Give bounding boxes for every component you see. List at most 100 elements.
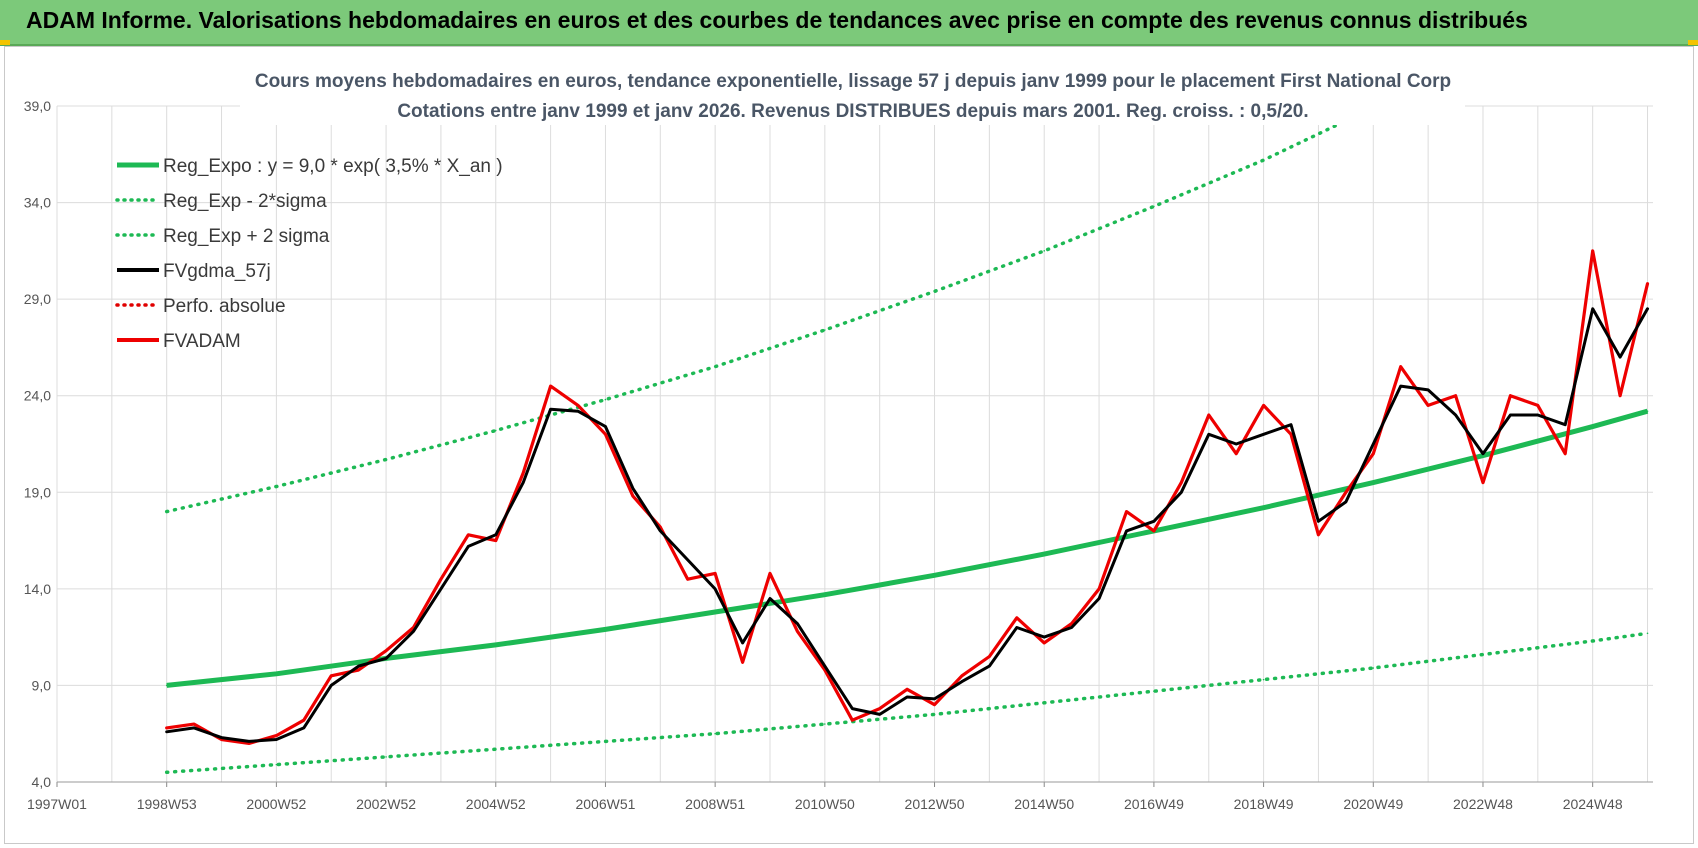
series-point-reg-exp-2-sigma (1372, 667, 1375, 669)
series-point-fvadam (988, 655, 991, 658)
series-point-fvadam (796, 630, 799, 633)
series-point-fvgdma-57j (1345, 501, 1347, 503)
series-point-reg-expo-y-9-0-exp-3-5-x-an (1646, 410, 1649, 412)
x-tick-label: 2018W49 (1234, 796, 1294, 812)
series-point-reg-exp-2-sigma (824, 723, 826, 725)
series-point-fvadam (248, 742, 250, 745)
series-point-fvadam (1207, 414, 1210, 416)
series-point-fvgdma-57j (467, 545, 470, 548)
series-point-fvgdma-57j (1399, 385, 1402, 387)
series-point-reg-exp-2-sigma (494, 429, 497, 432)
y-tick-label: 29,0 (24, 291, 51, 307)
header-banner: ADAM Informe. Valorisations hebdomadaire… (0, 0, 1698, 46)
series-point-fvgdma-57j (769, 597, 771, 600)
series-point-reg-exp-2-sigma (165, 510, 168, 513)
x-axis: 1997W01 1998W53 2000W52 2002W52 2004W52 2006W… (27, 781, 1653, 812)
series-point-reg-exp-2-sigma (275, 763, 278, 766)
series-point-fvadam (632, 495, 634, 497)
series-point-fvgdma-57j (988, 665, 991, 667)
series-point-reg-exp-2-sigma (604, 740, 607, 743)
series-point-fvadam (1043, 642, 1046, 644)
series-point-reg-expo-y-9-0-exp-3-5-x-an (494, 644, 497, 646)
series-point-fvadam (494, 539, 497, 542)
series-point-reg-expo-y-9-0-exp-3-5-x-an (1591, 425, 1594, 428)
series-point-reg-exp-2-sigma (933, 713, 936, 716)
series-point-fvadam (769, 572, 771, 575)
series-line-fvgdma-57j (165, 307, 1649, 743)
series-point-fvadam (659, 526, 662, 528)
series-point-fvadam (303, 719, 305, 721)
y-tick-label: 4,0 (32, 774, 52, 790)
x-tick-label: 2022W48 (1453, 796, 1513, 812)
series-point-fvgdma-57j (1235, 443, 1237, 445)
series-point-fvgdma-57j (1043, 636, 1046, 638)
x-tick-label: 2000W52 (246, 796, 306, 812)
x-tick-label: 1997W01 (27, 796, 87, 812)
series-point-reg-exp-2-sigma (1153, 205, 1155, 208)
series-point-fvgdma-57j (165, 730, 168, 733)
y-tick-label: 14,0 (24, 581, 51, 597)
series-point-fvadam (1509, 394, 1512, 397)
series-point-fvadam (1317, 533, 1320, 536)
page-title: ADAM Informe. Valorisations hebdomadaire… (26, 7, 1528, 33)
series-point-fvgdma-57j (385, 657, 387, 660)
series-point-reg-exp-2-sigma (714, 365, 716, 368)
series-point-reg-exp-2-sigma (1591, 640, 1594, 642)
series-point-fvgdma-57j (412, 630, 415, 633)
series-point-fvadam (1537, 404, 1539, 407)
series-point-reg-exp-2-sigma (1262, 678, 1265, 681)
series-point-reg-expo-y-9-0-exp-3-5-x-an (1262, 506, 1265, 509)
series-line-reg-expo-y-9-0-exp-3-5-x-an (166, 408, 1649, 688)
series-point-fvadam (522, 472, 524, 474)
series-point-fvadam (1564, 452, 1567, 455)
series-point-fvadam (275, 734, 278, 737)
series-point-fvadam (604, 433, 607, 436)
y-axis: 39,0 34,0 29,0 24,0 19,0 14,0 9,0 4,0 (24, 98, 51, 790)
series-point-reg-exp-2-sigma (933, 290, 936, 293)
series-point-fvgdma-57j (1015, 626, 1018, 629)
series-point-fvadam (824, 669, 826, 671)
x-tick-label: 2006W51 (575, 796, 635, 812)
series-point-fvgdma-57j (878, 713, 881, 716)
x-tick-label: 2010W50 (795, 796, 855, 812)
series-point-fvgdma-57j (1207, 433, 1210, 436)
x-tick-label: 2020W49 (1343, 796, 1403, 812)
corner-marker-left (0, 40, 10, 45)
y-tick-label: 19,0 (24, 484, 51, 500)
series-point-fvgdma-57j (1262, 433, 1265, 436)
series-point-reg-exp-2-sigma (165, 771, 168, 774)
series-point-fvgdma-57j (796, 622, 799, 625)
series-point-reg-expo-y-9-0-exp-3-5-x-an (165, 684, 168, 687)
series-point-reg-exp-2-sigma (1646, 632, 1649, 635)
series-point-reg-exp-2-sigma (1043, 250, 1046, 252)
corner-marker-right (1688, 40, 1698, 45)
y-tick-label: 39,0 (24, 98, 51, 114)
series-point-fvgdma-57j (1482, 452, 1484, 455)
series-point-fvadam (1454, 394, 1457, 397)
series-point-fvgdma-57j (824, 665, 826, 667)
x-tick-label: 2024W48 (1563, 796, 1623, 812)
series-point-fvgdma-57j (440, 588, 442, 590)
series-point-reg-exp-2-sigma (1043, 702, 1046, 704)
legend-label: Reg_Exp - 2*sigma (163, 191, 327, 212)
series-point-fvadam (1591, 250, 1594, 252)
series-point-fvgdma-57j (741, 642, 744, 644)
series-point-fvadam (193, 723, 195, 725)
legend-label: Reg_Exp + 2 sigma (163, 226, 330, 247)
series-point-fvgdma-57j (1290, 423, 1292, 426)
series-point-fvgdma-57j (604, 425, 607, 428)
series-point-reg-expo-y-9-0-exp-3-5-x-an (275, 673, 278, 675)
series-point-fvadam (1619, 394, 1621, 397)
series-point-fvadam (1290, 433, 1292, 436)
series-point-fvgdma-57j (961, 680, 963, 683)
x-tick-label: 2002W52 (356, 796, 416, 812)
x-tick-label: 2014W50 (1014, 796, 1074, 812)
series-point-fvadam (1235, 452, 1237, 455)
legend: Reg_Expo : y = 9,0 * exp( 3,5% * X_an ) R… (115, 156, 503, 352)
legend-label: FVgdma_57j (163, 261, 271, 282)
series-point-fvadam (357, 669, 360, 671)
x-tick-label: 2012W50 (905, 796, 965, 812)
series-point-fvadam (330, 674, 333, 677)
chart-title-line2: Cotations entre janv 1999 et janv 2026. … (397, 101, 1308, 122)
series-point-reg-exp-2-sigma (714, 732, 716, 735)
